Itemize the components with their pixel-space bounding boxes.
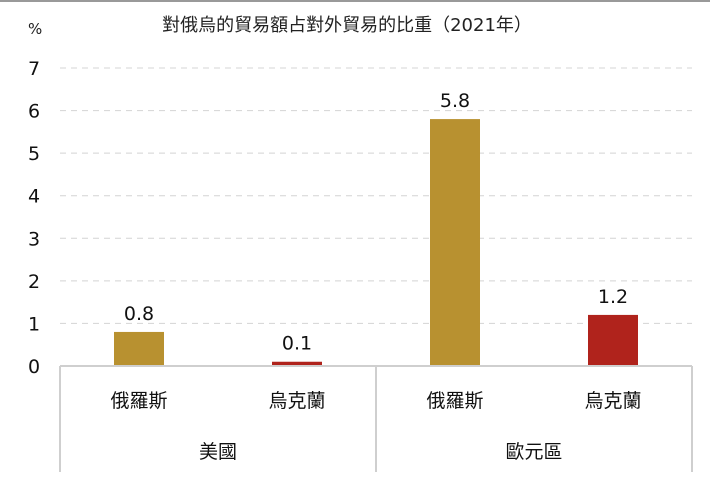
chart-title: 對俄烏的貿易額占對外貿易的比重（2021年） [162,15,532,36]
bar [588,314,638,366]
y-tick-label: 7 [28,58,40,80]
category-axis-frame [59,365,693,472]
y-tick-label: 1 [28,313,40,335]
bar-value-label: 0.8 [124,303,154,325]
y-tick-label: 2 [28,271,40,293]
bar [114,331,164,366]
bars [114,119,638,366]
category-label: 俄羅斯 [426,390,483,412]
group-label: 美國 [199,441,237,463]
y-tick-label: 0 [28,356,40,378]
bar-value-label: 1.2 [598,286,628,308]
y-unit-label: % [28,20,42,38]
y-tick-label: 6 [28,101,40,123]
category-label: 俄羅斯 [110,390,167,412]
data-labels: 0.8 0.1 5.8 1.2 [124,90,628,355]
bar-value-label: 5.8 [440,90,470,112]
category-label: 烏克蘭 [584,390,641,412]
y-axis-ticks: 0 1 2 3 4 5 6 7 [28,58,40,378]
group-label: 歐元區 [505,441,562,463]
y-tick-label: 3 [28,228,40,250]
category-label: 烏克蘭 [268,390,325,412]
bar [272,361,322,366]
y-tick-label: 4 [28,186,40,208]
bar-value-label: 0.1 [282,333,312,355]
y-tick-label: 5 [28,143,40,165]
bar [430,119,480,366]
